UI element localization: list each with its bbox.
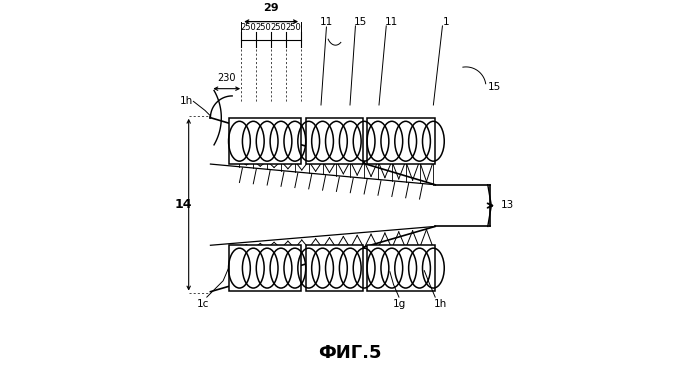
Text: 1c: 1c <box>197 299 209 309</box>
Text: 1g: 1g <box>392 299 405 309</box>
Text: 1: 1 <box>443 17 449 27</box>
Text: 250: 250 <box>241 23 257 33</box>
Bar <box>229 245 301 291</box>
Bar <box>306 118 363 164</box>
Text: 230: 230 <box>218 73 236 83</box>
Bar <box>368 245 435 291</box>
Text: 14: 14 <box>174 198 192 211</box>
Text: 250: 250 <box>271 23 286 33</box>
Text: 13: 13 <box>501 200 514 210</box>
Bar <box>229 118 301 164</box>
Text: ФИГ.5: ФИГ.5 <box>318 344 382 362</box>
Text: 15: 15 <box>354 17 368 27</box>
Text: 1h: 1h <box>434 299 447 309</box>
Text: 29: 29 <box>263 3 279 13</box>
Text: 250: 250 <box>256 23 272 33</box>
Text: 250: 250 <box>286 23 302 33</box>
Bar <box>368 118 435 164</box>
Text: 1h: 1h <box>179 96 193 106</box>
Text: 11: 11 <box>320 17 333 27</box>
Bar <box>306 245 363 291</box>
Text: 15: 15 <box>488 82 501 92</box>
Text: 11: 11 <box>385 17 398 27</box>
